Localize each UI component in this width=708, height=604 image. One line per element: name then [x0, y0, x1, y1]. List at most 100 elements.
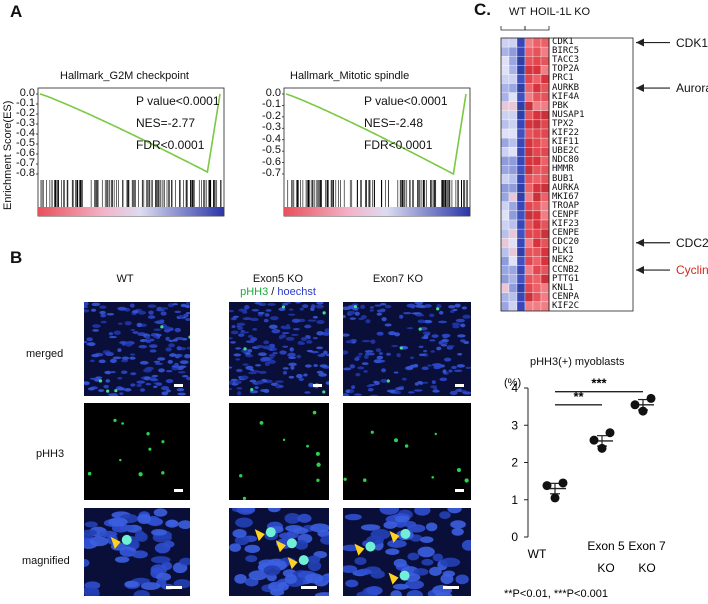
heatmap-cell — [540, 247, 550, 257]
heatmap-cell — [540, 292, 550, 303]
phh3-positive-nucleus — [436, 307, 440, 311]
nucleus — [358, 352, 363, 356]
nucleus — [417, 546, 435, 558]
gsea-plots — [36, 87, 471, 217]
nucleus — [457, 334, 466, 338]
nucleus — [131, 550, 148, 559]
gene-label: KIF4A — [552, 91, 580, 102]
nucleus — [442, 334, 449, 339]
nucleus — [287, 352, 296, 358]
gene-label: PRC1 — [552, 73, 574, 84]
nucleus — [451, 365, 457, 370]
nucleus — [179, 360, 189, 365]
heatmap-cell — [532, 74, 542, 84]
heatmap-cell — [508, 110, 518, 121]
heatmap-cell — [516, 101, 526, 111]
heatmap-cell — [516, 92, 526, 102]
nucleus — [373, 359, 383, 364]
nucleus — [92, 329, 100, 332]
nucleus — [133, 590, 150, 596]
nucleus — [460, 339, 466, 343]
scale-bar — [455, 384, 464, 387]
panel-b-letter: B — [10, 248, 23, 267]
legend-sep: / — [268, 286, 278, 298]
nucleus — [285, 324, 291, 328]
heatmap-cell — [500, 56, 510, 66]
nucleus — [232, 315, 239, 318]
nucleus — [169, 353, 177, 357]
nucleus — [282, 302, 289, 306]
nucleus — [297, 340, 304, 345]
nucleus — [107, 393, 117, 396]
nucleus — [292, 328, 300, 331]
nucleus — [185, 318, 190, 321]
nucleus — [236, 322, 246, 326]
heatmap-cell — [540, 101, 550, 111]
row-label-magnified: magnified — [22, 555, 70, 567]
nucleus — [379, 359, 386, 363]
gsea-y-tick: -0.4 — [16, 127, 35, 139]
nucleus — [378, 352, 383, 355]
nucleus — [278, 335, 283, 340]
nucleus — [230, 317, 237, 321]
nucleus — [349, 317, 356, 320]
heatmap-cell — [500, 74, 510, 84]
nucleus — [153, 360, 161, 363]
nucleus — [145, 382, 152, 386]
heatmap-cell — [540, 201, 550, 212]
nucleus — [306, 556, 320, 563]
heatmap-cell — [500, 201, 510, 212]
arrowhead-marker — [389, 530, 400, 543]
gene-label: NUSAP1 — [552, 109, 585, 120]
heatmap-cell — [516, 37, 526, 48]
nucleus — [84, 529, 97, 536]
nucleus — [384, 323, 392, 327]
heatmap-cell — [516, 65, 526, 75]
gene-label: TOP2A — [552, 64, 580, 75]
nucleus — [460, 323, 466, 328]
significance-label: *** — [591, 376, 607, 391]
nucleus — [347, 310, 356, 315]
nucleus — [149, 349, 157, 353]
nucleus — [150, 556, 171, 564]
nucleus — [176, 388, 185, 392]
nucleus — [240, 331, 250, 334]
nucleus — [151, 374, 159, 378]
nucleus — [270, 588, 285, 596]
nucleus — [117, 387, 125, 391]
nucleus — [155, 320, 165, 325]
nucleus — [119, 392, 124, 395]
nucleus — [148, 344, 158, 348]
heatmap-cell — [532, 46, 542, 57]
heatmap-cell — [540, 46, 550, 57]
gene-label: NEK2 — [552, 255, 574, 266]
nucleus — [319, 364, 328, 368]
heatmap-cell — [500, 165, 510, 175]
gene-label: KIF23 — [552, 219, 580, 229]
col-head-exon7: Exon7 KO — [372, 273, 424, 285]
heatmap-cell — [500, 46, 510, 57]
nucleus — [248, 570, 268, 581]
nucleus — [260, 389, 268, 392]
nucleus — [136, 380, 146, 384]
nucleus — [155, 382, 163, 386]
nucleus — [109, 358, 117, 364]
scale-bar — [455, 489, 464, 492]
nucleus — [423, 349, 428, 353]
nucleus — [149, 378, 159, 382]
nucleus — [125, 342, 133, 347]
nucleus — [351, 385, 356, 390]
nucleus — [278, 385, 284, 388]
nucleus — [450, 520, 466, 529]
heatmap-cell — [540, 119, 550, 130]
heatmap-cell — [500, 92, 510, 102]
nucleus — [417, 319, 426, 324]
nucleus — [461, 306, 467, 310]
nucleus — [238, 333, 245, 337]
heatmap-cell — [500, 247, 510, 257]
nucleus — [174, 310, 182, 314]
nucleus — [429, 313, 435, 318]
nucleus — [407, 524, 426, 533]
gsea-y-tick: -0.7 — [262, 167, 281, 179]
nucleus — [325, 381, 329, 385]
